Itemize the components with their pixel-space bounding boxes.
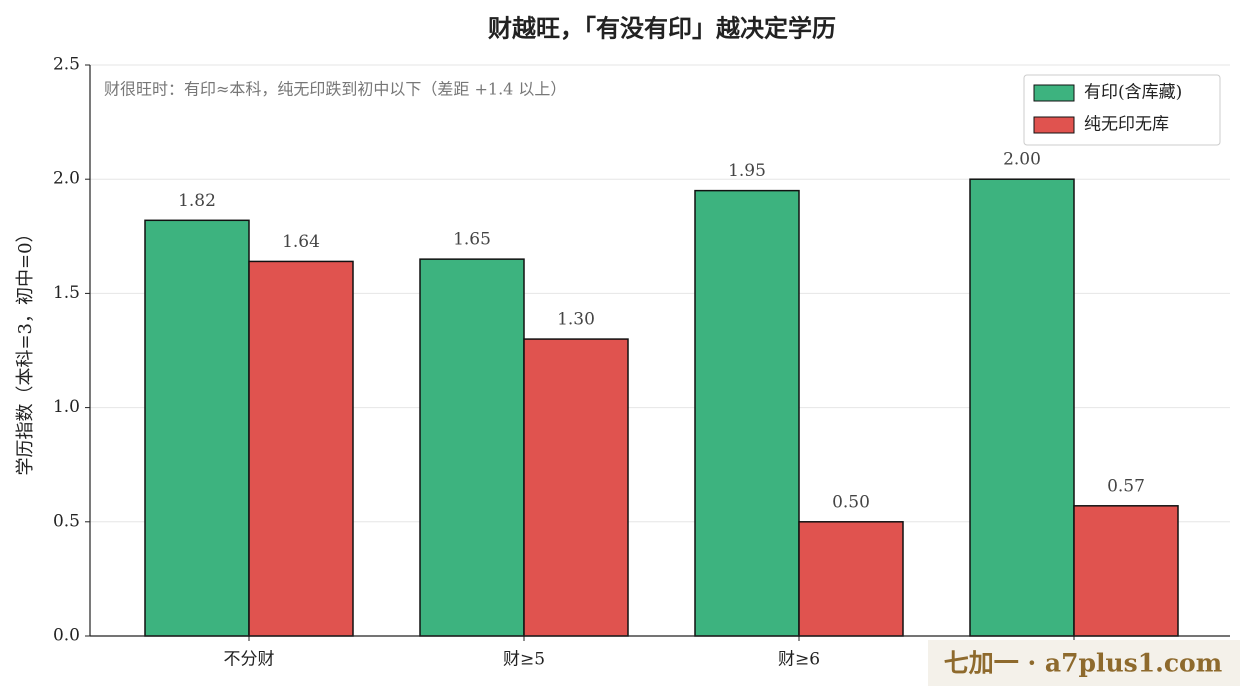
chart-title: 财越旺，「有没有印」越决定学历 (488, 14, 836, 43)
x-tick-label: 不分财 (224, 650, 275, 670)
bar (523, 338, 629, 637)
legend-swatch (1033, 84, 1075, 102)
value-label: 1.82 (178, 191, 216, 211)
legend-label: 纯无印无库 (1084, 115, 1169, 135)
value-label: 0.50 (832, 492, 870, 512)
bar (798, 521, 904, 637)
y-tick-label: 2.5 (53, 55, 80, 75)
y-tick-label: 0.5 (53, 511, 80, 531)
value-label: 1.64 (282, 232, 320, 252)
watermark-box (928, 640, 1240, 686)
y-axis-label: 学历指数（本科=3，初中=0） (15, 224, 36, 475)
plot-area: 0.0 0.5 1.0 1.5 2.0 2.5 不分财 1.82 1.64 财≥5 1.65 1.30… (53, 55, 1230, 670)
bar (419, 258, 525, 637)
value-label: 1.95 (728, 161, 766, 181)
legend-swatch (1033, 116, 1075, 134)
y-tick-label: 2.0 (53, 169, 80, 189)
bar (969, 178, 1075, 637)
y-tick-label: 1.5 (53, 283, 80, 303)
x-tick-label: 财≥5 (503, 650, 545, 670)
y-tick-label: 1.0 (53, 397, 80, 417)
bar (1073, 505, 1179, 637)
value-label: 2.00 (1003, 150, 1041, 170)
value-label: 1.30 (557, 310, 595, 330)
bar (144, 219, 250, 637)
legend-label: 有印(含库藏) (1084, 83, 1182, 103)
watermark: 七加一 · a7plus1.com (944, 649, 1222, 678)
x-tick-label: 财≥6 (778, 650, 820, 670)
y-tick-label: 0.0 (53, 626, 80, 646)
value-label: 0.57 (1107, 476, 1145, 496)
value-label: 1.65 (453, 230, 491, 250)
annotation: 财很旺时：有印≈本科，纯无印跌到初中以下（差距 +1.4 以上） (104, 80, 566, 99)
bar (248, 260, 354, 637)
bar (694, 189, 800, 637)
